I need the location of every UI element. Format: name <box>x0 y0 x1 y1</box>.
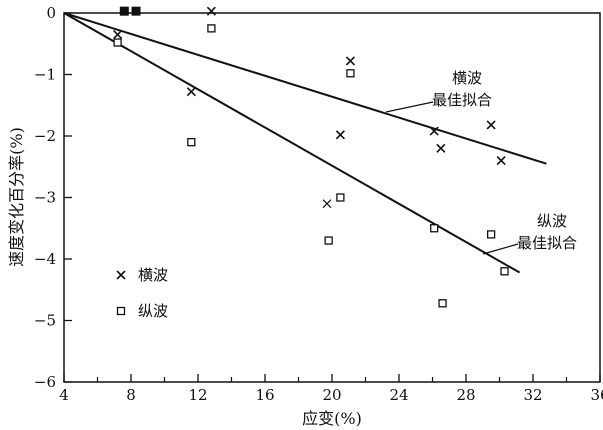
square-marker-point <box>486 230 496 239</box>
y-tick-label: −4 <box>34 250 56 268</box>
square-marker-point <box>430 224 439 233</box>
square-marker-point <box>500 267 509 276</box>
legend-marker-shear <box>116 270 126 280</box>
x-marker-point <box>486 120 496 130</box>
x-marker-point <box>113 29 123 40</box>
x-tick-label: 32 <box>523 386 542 404</box>
y-tick-label: 0 <box>46 4 56 22</box>
y-tick-label: −1 <box>34 66 56 84</box>
square-marker-point <box>324 236 333 245</box>
annotation-compression-line1: 纵波 <box>537 212 567 230</box>
legend-label-compression: 纵波 <box>138 302 168 320</box>
x-tick-label: 16 <box>255 386 274 404</box>
annotation-shear-fit: 横波 最佳拟合 <box>385 69 492 113</box>
y-tick-label: −2 <box>34 127 56 145</box>
x-marker-point <box>429 126 439 136</box>
square-marker-point <box>187 137 196 147</box>
x-marker-point <box>335 130 345 140</box>
fit-lines <box>63 12 547 274</box>
y-tick-label: −3 <box>34 189 56 207</box>
x-tick-label: 20 <box>322 386 341 404</box>
x-marker-point <box>186 87 196 97</box>
x-tick-label: 12 <box>188 386 207 404</box>
legend-label-shear: 横波 <box>138 266 168 284</box>
y-axis: 0 −1 −2 −3 −4 −5 −6 <box>34 4 72 391</box>
x-marker-point <box>206 6 216 16</box>
y-tick-label: −5 <box>34 312 56 330</box>
x-tick-label: 28 <box>456 386 475 404</box>
x-axis-title: 应变(%) <box>302 409 362 428</box>
legend-square-marker <box>116 306 126 316</box>
y-axis-title: 速度变化百分率(%) <box>7 127 26 267</box>
filled-square-point <box>119 6 129 16</box>
annotation-shear-line2: 最佳拟合 <box>432 91 492 109</box>
x-tick-label: 24 <box>389 386 408 404</box>
plot-frame <box>63 12 601 383</box>
square-marker-point <box>336 193 345 202</box>
x-marker-point <box>345 56 355 66</box>
fit-line-compression <box>63 12 521 274</box>
annotation-shear-line1: 横波 <box>452 69 482 87</box>
legend-x-marker <box>116 270 126 280</box>
x-tick-label: 8 <box>126 386 136 404</box>
square-marker-point <box>207 24 216 33</box>
data-markers <box>113 6 509 308</box>
legend-marker-compression <box>116 306 126 316</box>
x-axis: 4 8 12 16 20 24 28 32 36 <box>59 374 603 404</box>
x-marker-point <box>436 143 446 153</box>
x-tick-label: 4 <box>59 386 69 404</box>
x-marker-point <box>322 199 332 209</box>
filled-square-point <box>131 6 141 16</box>
square-marker-point <box>346 69 355 78</box>
square-marker-point <box>113 38 122 47</box>
x-marker-point <box>496 156 506 166</box>
x-tick-label: 36 <box>590 386 603 404</box>
square-marker-point <box>438 299 447 308</box>
y-tick-label: −6 <box>34 373 56 391</box>
fit-line-shear <box>63 12 547 165</box>
annotation-shear-leader <box>385 101 434 113</box>
plot-area <box>63 12 601 383</box>
annotation-compression-leader <box>482 243 519 255</box>
annotation-compression-line2: 最佳拟合 <box>517 234 577 252</box>
annotation-compression-fit: 纵波 最佳拟合 <box>482 212 577 255</box>
legend: 横波 纵波 <box>116 266 168 320</box>
